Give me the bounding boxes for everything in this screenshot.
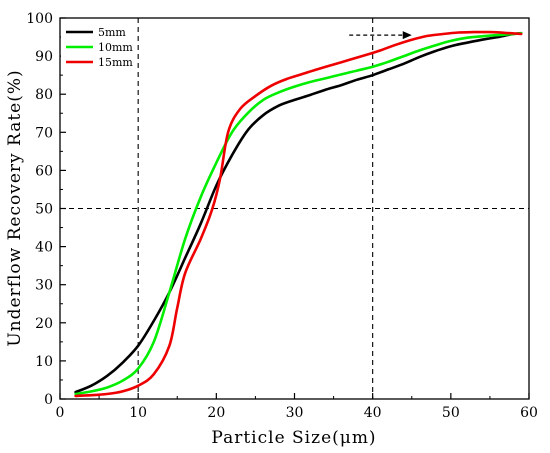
annotation-arrow	[349, 31, 412, 40]
y-tick-label: 30	[35, 278, 53, 294]
legend: 5mm 10mm 15mm	[66, 26, 133, 69]
x-tick-label: 60	[520, 405, 538, 421]
arrow-head	[402, 31, 412, 40]
y-tick-label: 60	[35, 163, 53, 179]
y-tick-label: 50	[35, 202, 53, 218]
x-axis-label: Particle Size(μm)	[211, 428, 376, 448]
legend-label: 10mm	[98, 41, 133, 54]
y-tick-label: 70	[35, 125, 53, 141]
x-tick-label: 10	[129, 405, 147, 421]
x-tick-label: 20	[207, 405, 225, 421]
series-line-15mm	[74, 30, 523, 398]
x-tick-label: 0	[56, 405, 65, 421]
y-tick-label: 80	[35, 87, 53, 103]
series-line-5mm	[74, 31, 523, 394]
y-tick-label: 40	[35, 240, 53, 256]
x-tick-label: 40	[364, 405, 382, 421]
y-tick-label: 90	[35, 49, 53, 65]
y-tick-label: 10	[35, 354, 53, 370]
legend-label: 5mm	[98, 26, 126, 39]
x-tick-label: 30	[286, 405, 304, 421]
y-tick-label: 0	[44, 392, 53, 408]
y-axis: 0 10 20 30 40 50 60 70 80 90 100	[26, 11, 66, 408]
reference-lines	[60, 18, 529, 399]
legend-label: 15mm	[98, 56, 133, 69]
y-axis-label: Underflow Recovery Rate(%)	[5, 69, 25, 346]
series-group	[74, 30, 523, 398]
series-line-10mm	[74, 31, 523, 396]
x-axis: 0 10 20 30 40 50 60	[56, 393, 538, 421]
y-tick-label: 20	[35, 316, 53, 332]
y-tick-label: 100	[26, 11, 53, 27]
x-tick-label: 50	[442, 405, 460, 421]
